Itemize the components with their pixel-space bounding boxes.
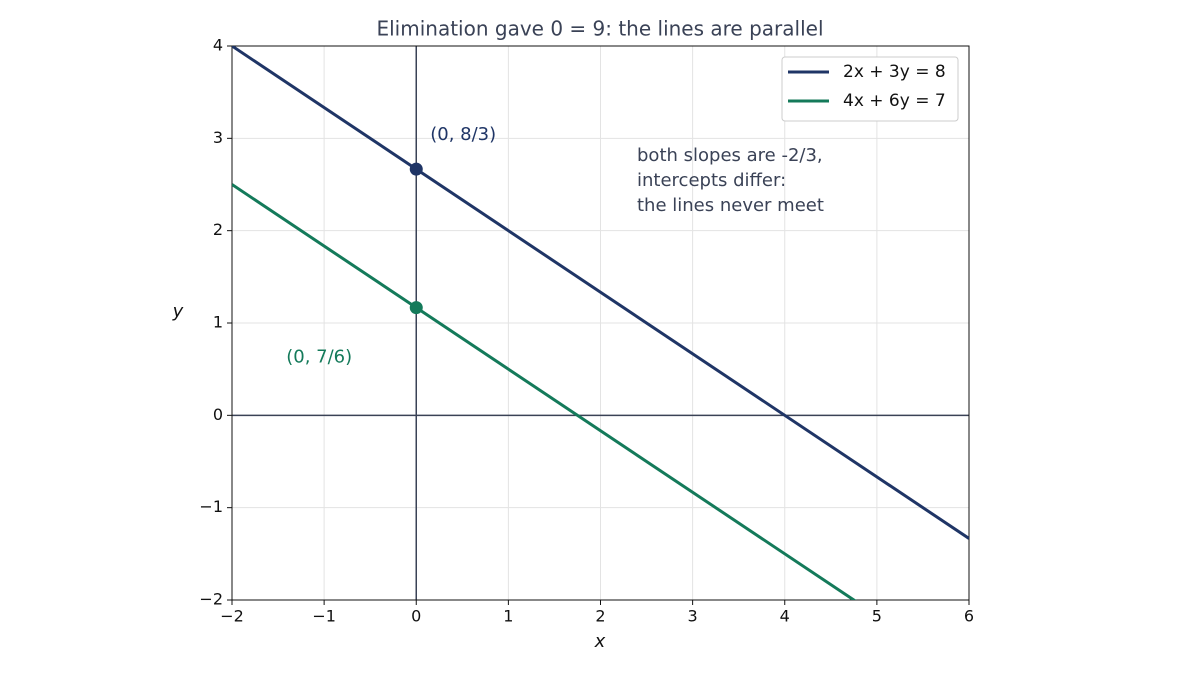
annotation: both slopes are -2/3, [637,145,823,166]
x-tick-label: −1 [312,607,336,626]
x-tick-label: 6 [964,607,974,626]
y-tick-label: 4 [213,36,223,55]
legend-label: 4x + 6y = 7 [843,91,946,111]
point-label: (0, 7/6) [286,347,352,368]
intercept-point [409,162,423,176]
y-tick-label: 0 [213,405,223,424]
legend-label: 2x + 3y = 8 [843,62,946,82]
y-tick-label: 1 [213,313,223,332]
grid [231,45,970,601]
x-tick-label: 0 [411,607,421,626]
foreground: (0, 8/3) (0, 7/6) both slopes are -2/3, int… [286,56,959,368]
axes: −2 −1 0 1 2 3 4 5 6 −2 −1 0 1 2 3 4 [199,36,974,626]
x-tick-label: 3 [688,607,698,626]
x-tick-label: 4 [780,607,790,626]
plot-area [232,46,969,600]
y-tick-label: −1 [199,497,223,516]
x-tick-label: −2 [220,607,244,626]
x-tick-label: 1 [503,607,513,626]
x-tick-label: 5 [872,607,882,626]
y-tick-label: 3 [213,128,223,147]
annotation: the lines never meet [637,195,824,216]
point-label: (0, 8/3) [430,124,496,145]
y-tick-label: −2 [199,590,223,609]
y-tick-label: 2 [213,220,223,239]
series-line [232,46,969,540]
x-axis-label: x [594,631,606,652]
intercept-point [409,301,423,315]
legend: 2x + 3y = 8 4x + 6y = 7 [781,56,959,122]
annotation: intercepts differ: [637,170,786,191]
y-axis-label: y [172,301,184,322]
plot-frame [231,45,970,601]
series-line [232,183,857,600]
chart-title: Elimination gave 0 = 9: the lines are pa… [376,17,823,41]
x-tick-label: 2 [595,607,605,626]
